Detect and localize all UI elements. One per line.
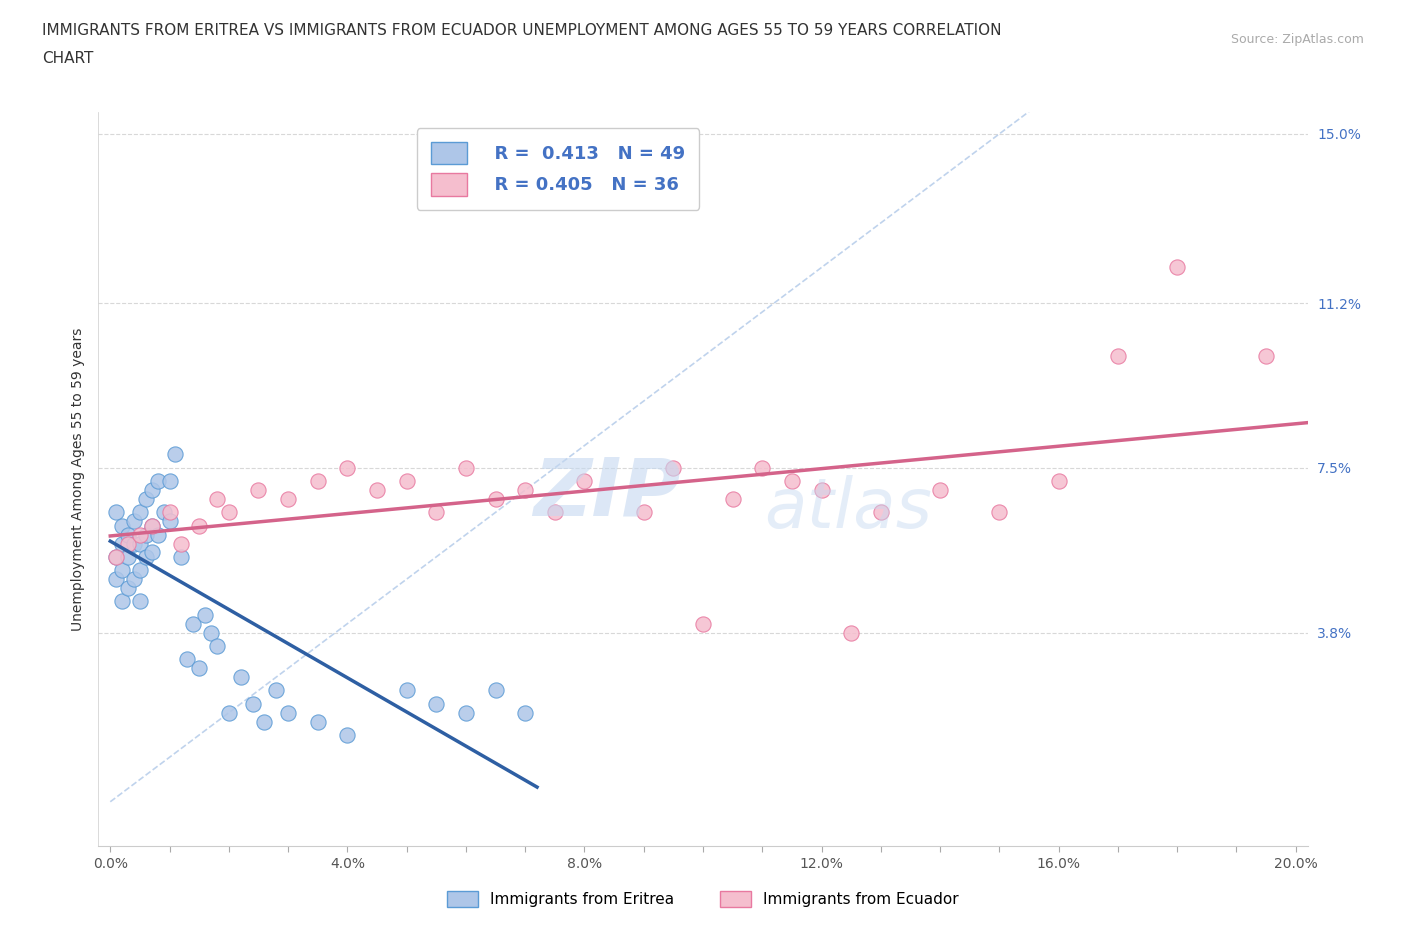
Point: [117, 536, 139, 551]
Text: IMMIGRANTS FROM ERITREA VS IMMIGRANTS FROM ECUADOR UNEMPLOYMENT AMONG AGES 55 TO: IMMIGRANTS FROM ERITREA VS IMMIGRANTS FR…: [42, 23, 1001, 38]
Point: [454, 460, 477, 475]
Point: [129, 536, 152, 551]
Point: [141, 483, 163, 498]
Text: CHART: CHART: [42, 51, 94, 66]
Point: [141, 518, 163, 533]
Point: [395, 683, 418, 698]
Y-axis label: Unemployment Among Ages 55 to 59 years: Unemployment Among Ages 55 to 59 years: [70, 327, 84, 631]
Point: [454, 705, 477, 720]
Text: atlas: atlas: [763, 475, 932, 542]
Point: [988, 505, 1011, 520]
Text: Source: ZipAtlas.com: Source: ZipAtlas.com: [1230, 33, 1364, 46]
Point: [135, 527, 157, 542]
Point: [366, 483, 388, 498]
Point: [721, 492, 744, 507]
Point: [105, 550, 128, 565]
Point: [929, 483, 952, 498]
Point: [395, 473, 418, 488]
Point: [277, 705, 299, 720]
Point: [176, 652, 198, 667]
Point: [122, 572, 145, 587]
Point: [839, 625, 862, 640]
Point: [264, 683, 287, 698]
Point: [1107, 349, 1129, 364]
Point: [1166, 260, 1188, 275]
Point: [218, 505, 240, 520]
Point: [205, 639, 228, 654]
Point: [122, 513, 145, 528]
Point: [253, 714, 276, 729]
Point: [181, 617, 204, 631]
Point: [544, 505, 567, 520]
Point: [129, 505, 152, 520]
Point: [810, 483, 832, 498]
Point: [111, 518, 134, 533]
Point: [117, 550, 139, 565]
Point: [307, 473, 329, 488]
Point: [105, 505, 128, 520]
Point: [425, 697, 447, 711]
Point: [633, 505, 655, 520]
Point: [135, 492, 157, 507]
Point: [146, 473, 169, 488]
Point: [111, 594, 134, 609]
Point: [218, 705, 240, 720]
Point: [122, 536, 145, 551]
Legend:   R =  0.413   N = 49,   R = 0.405   N = 36: R = 0.413 N = 49, R = 0.405 N = 36: [416, 128, 699, 210]
Point: [135, 550, 157, 565]
Point: [170, 536, 193, 551]
Point: [194, 607, 217, 622]
Point: [307, 714, 329, 729]
Point: [1254, 349, 1277, 364]
Point: [188, 660, 211, 675]
Point: [574, 473, 596, 488]
Point: [751, 460, 773, 475]
Point: [336, 460, 359, 475]
Point: [277, 492, 299, 507]
Point: [242, 697, 264, 711]
Point: [111, 563, 134, 578]
Point: [129, 563, 152, 578]
Point: [129, 594, 152, 609]
Point: [152, 505, 174, 520]
Point: [484, 683, 506, 698]
Point: [170, 550, 193, 565]
Point: [869, 505, 891, 520]
Point: [159, 473, 181, 488]
Point: [141, 518, 163, 533]
Point: [692, 617, 714, 631]
Text: ZIP: ZIP: [533, 455, 681, 533]
Point: [105, 550, 128, 565]
Point: [205, 492, 228, 507]
Point: [229, 670, 252, 684]
Point: [425, 505, 447, 520]
Point: [165, 447, 187, 462]
Point: [105, 572, 128, 587]
Point: [117, 527, 139, 542]
Point: [780, 473, 803, 488]
Point: [336, 727, 359, 742]
Point: [129, 527, 152, 542]
Point: [484, 492, 506, 507]
Point: [1047, 473, 1070, 488]
Point: [515, 483, 537, 498]
Point: [515, 705, 537, 720]
Point: [200, 625, 222, 640]
Point: [159, 513, 181, 528]
Point: [662, 460, 685, 475]
Point: [111, 536, 134, 551]
Point: [188, 518, 211, 533]
Legend: Immigrants from Eritrea, Immigrants from Ecuador: Immigrants from Eritrea, Immigrants from…: [441, 884, 965, 913]
Point: [117, 580, 139, 595]
Point: [141, 545, 163, 560]
Point: [146, 527, 169, 542]
Point: [247, 483, 270, 498]
Point: [159, 505, 181, 520]
